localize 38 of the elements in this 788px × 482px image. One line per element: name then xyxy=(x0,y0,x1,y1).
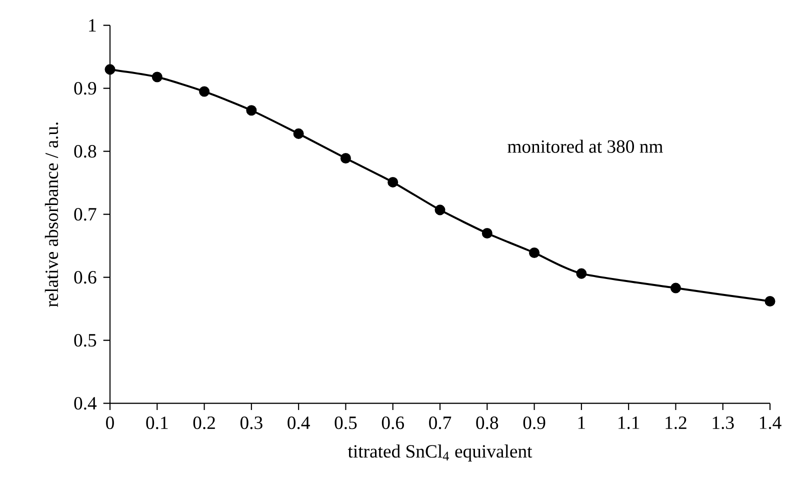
y-axis-title: relative absorbance / a.u. xyxy=(44,122,58,307)
y-tick-label: 0.7 xyxy=(74,208,96,221)
x-tick-label: 0.1 xyxy=(146,416,168,430)
y-tick-label: 0.8 xyxy=(74,144,96,158)
point xyxy=(152,72,162,82)
x-tick-label: 1.3 xyxy=(712,416,734,430)
y-tick-label: 0.9 xyxy=(74,82,96,95)
x-tick-label: 1.4 xyxy=(760,416,782,430)
point xyxy=(434,204,446,216)
point xyxy=(199,86,210,97)
x-axis-title: titrated SnCl$_{4}$ equivalent xyxy=(348,444,532,462)
y-tick-label: 0.6 xyxy=(74,270,96,284)
x-tick-label: 1.2 xyxy=(666,416,686,430)
point xyxy=(529,248,540,258)
point xyxy=(104,64,116,75)
point xyxy=(670,282,681,294)
annotation: monitored at 380 nm xyxy=(508,140,663,153)
point xyxy=(576,268,587,279)
x-tick-label: 0.6 xyxy=(382,416,404,430)
y-tick-label: 0.4 xyxy=(74,396,97,410)
point xyxy=(246,105,257,116)
x-tick-label: 1 xyxy=(578,416,585,429)
y-tick-label: 0.5 xyxy=(74,334,96,347)
x-tick-label: 0 xyxy=(106,416,114,430)
point xyxy=(482,228,492,238)
x-tick-label: 0.4 xyxy=(288,416,310,430)
x-tick-label: 0.7 xyxy=(429,416,452,430)
point xyxy=(764,296,776,307)
x-tick-label: 0.5 xyxy=(334,416,357,430)
x-tick-label: 0.3 xyxy=(240,416,262,430)
x-tick-label: 0.8 xyxy=(476,416,498,430)
point xyxy=(340,153,351,164)
point xyxy=(293,128,304,139)
point xyxy=(388,176,398,188)
x-tick-label: 0.9 xyxy=(523,416,546,430)
x-tick-label: 1.1 xyxy=(618,416,640,430)
y-tick-label: 1 xyxy=(89,19,96,32)
x-tick-label: 0.2 xyxy=(193,416,215,430)
